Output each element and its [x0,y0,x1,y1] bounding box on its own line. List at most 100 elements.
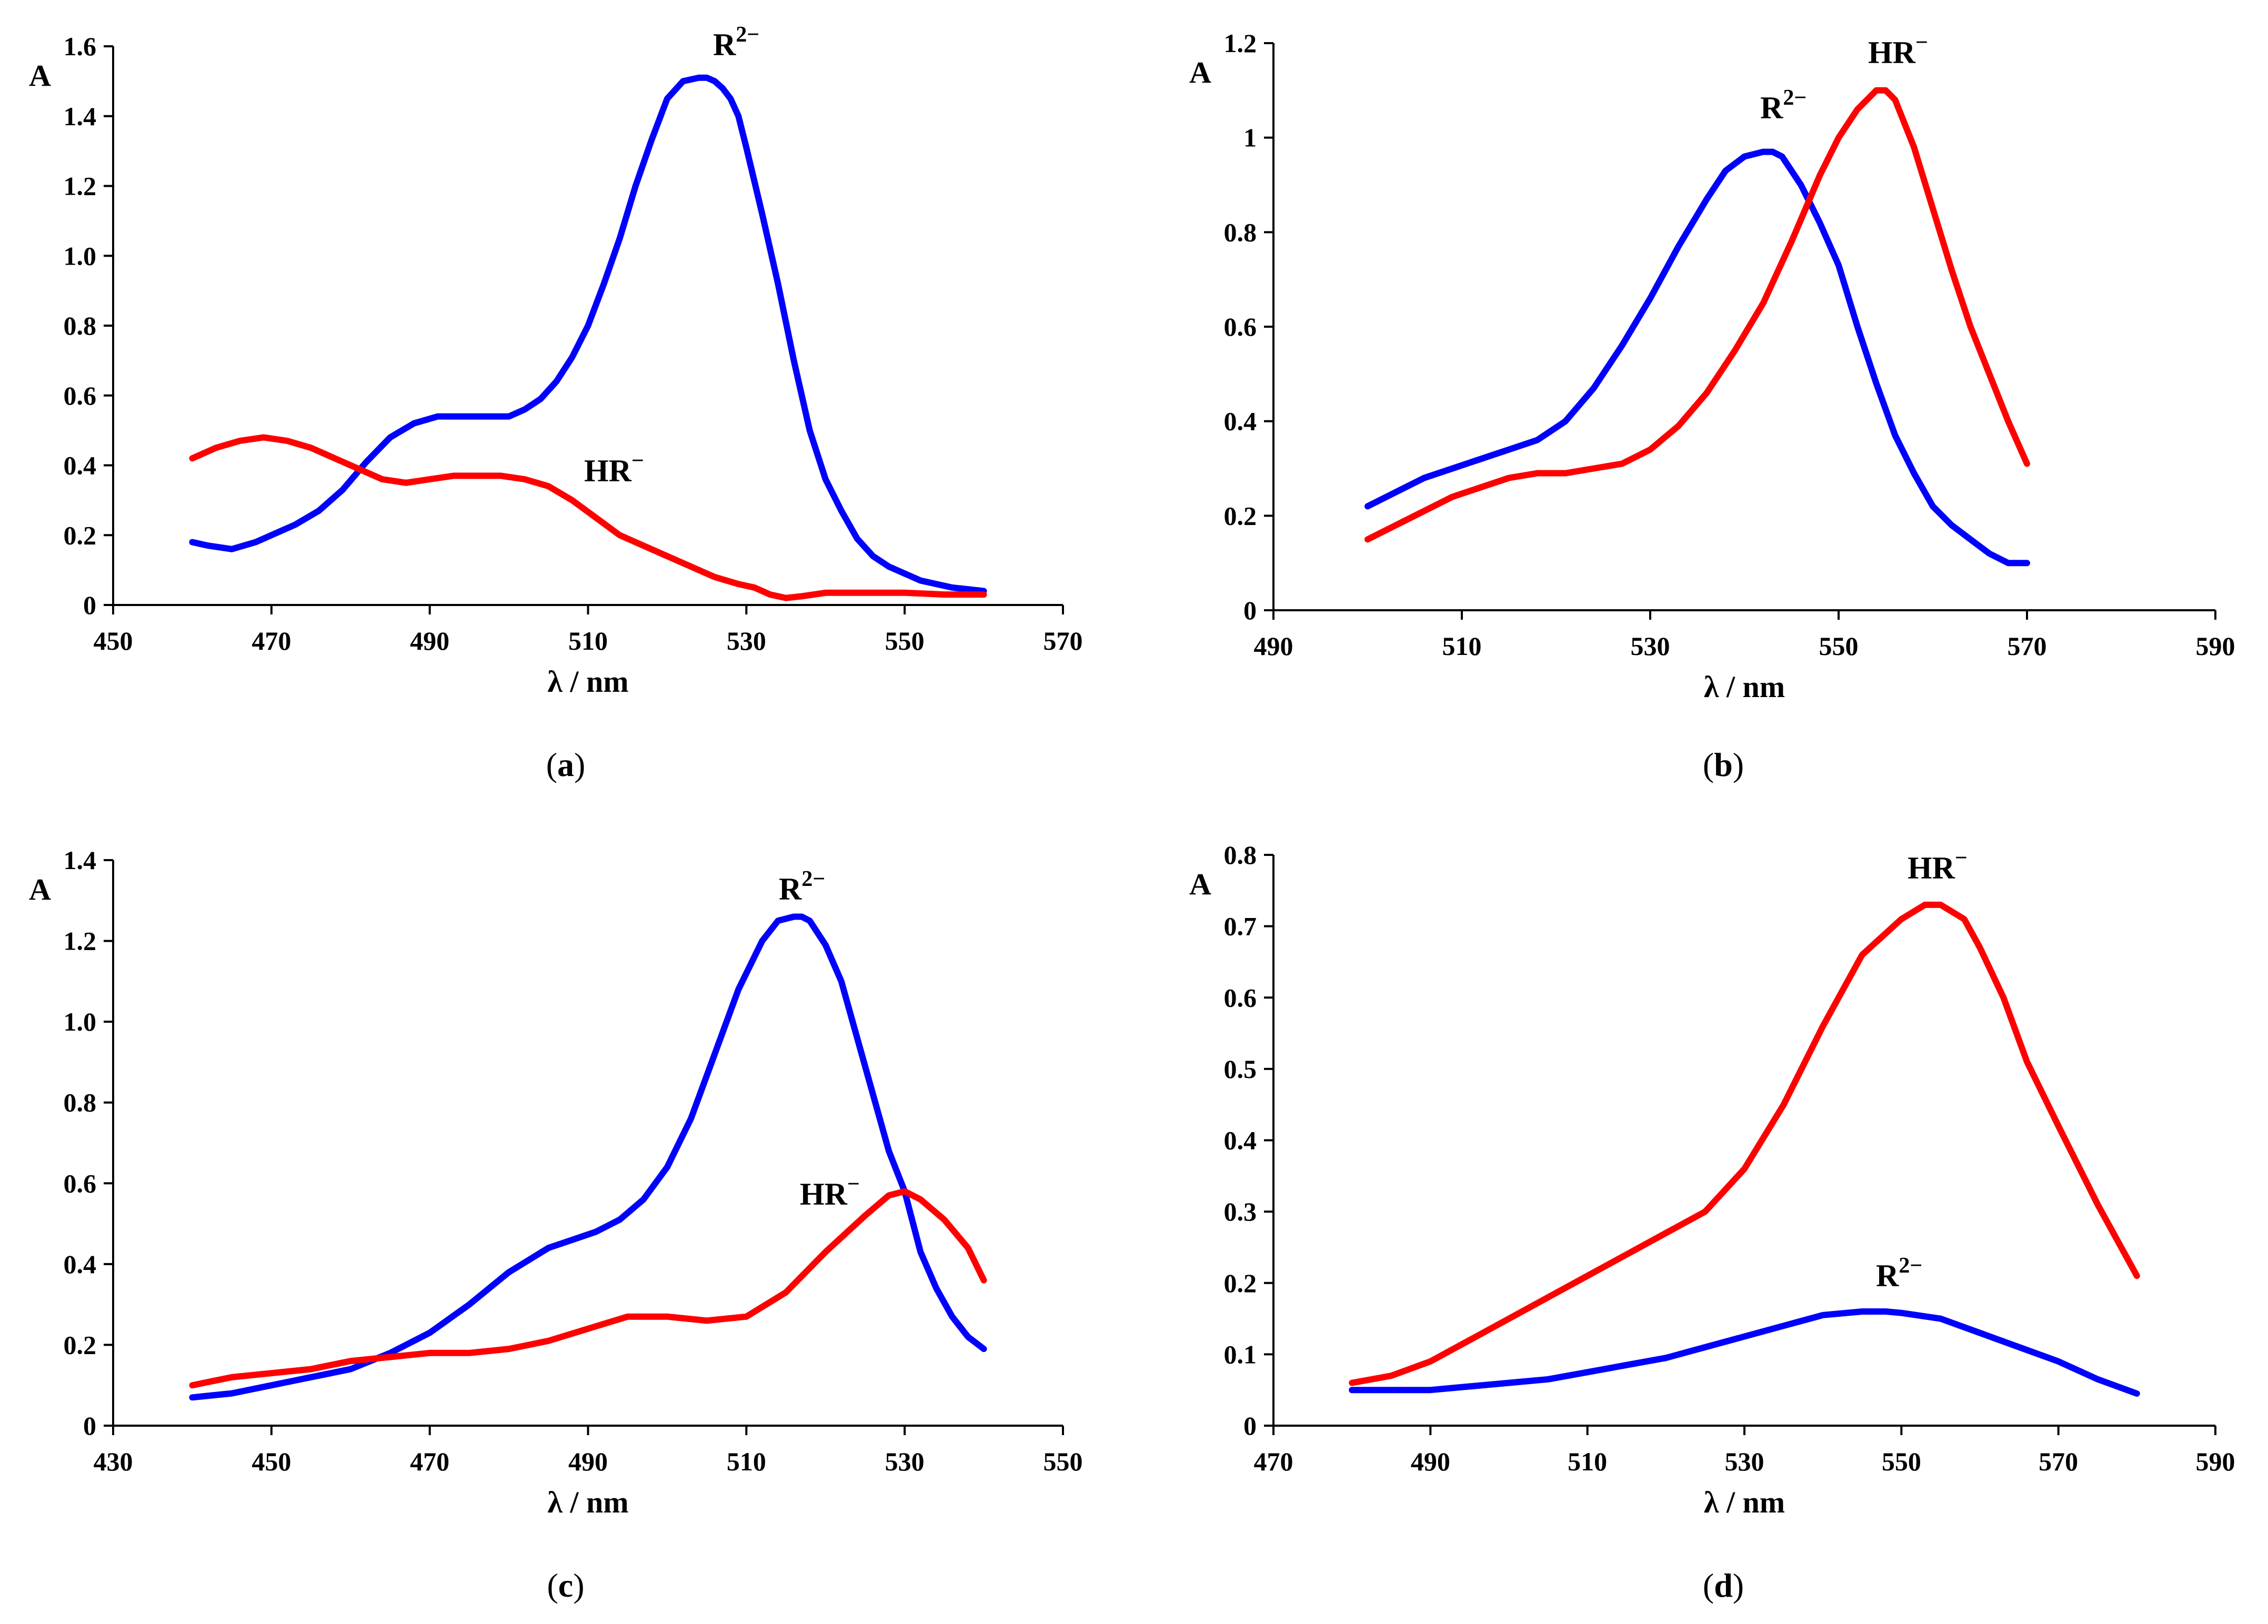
series-label-base: HR [584,453,632,488]
x-tick-label: 590 [2196,631,2235,661]
series-label-base: R [779,872,802,906]
y-tick-label: 0.6 [64,381,97,410]
y-tick-label: 0.2 [64,520,97,550]
panel-label-close: ) [573,1567,584,1604]
series-line-HR [189,1188,987,1389]
y-tick-label: 0 [1243,1411,1257,1440]
panel-label-open: ( [1703,746,1714,783]
x-tick-label: 450 [94,626,133,655]
series-label: R2− [779,867,825,906]
series-label-base: HR [1868,35,1916,70]
series-label-base: R [1760,90,1783,125]
y-axis-title: A [1189,55,1211,89]
series-label: R2− [713,23,759,62]
y-tick-label: 1.4 [64,845,97,875]
series-label-superscript: 2− [1783,86,1807,110]
x-tick-label: 450 [252,1447,291,1476]
y-tick-label: 0.8 [64,311,97,340]
panel-label-close: ) [1733,746,1744,783]
x-tick-label: 550 [885,626,925,655]
series-label: R2− [1760,86,1807,125]
x-tick-label: 510 [1568,1447,1607,1476]
series-line-HR [189,434,987,601]
y-tick-label: 0.1 [1224,1339,1257,1369]
x-tick-label: 490 [1254,631,1293,661]
series-label-superscript: 2− [1899,1254,1922,1278]
x-tick-label: 570 [2039,1447,2078,1476]
chart-panel-4: 0 0.1 0.2 0.3 0.4 0.5 0.6 0.7 0.8 470 490 510 530 550… [1189,840,2235,1604]
y-tick-label: 0.3 [1224,1197,1257,1226]
series-label-base: HR [800,1177,848,1212]
series-line-HR [1349,901,2140,1386]
y-tick-label: 0.8 [64,1088,97,1117]
x-tick-label: 510 [727,1447,766,1476]
x-tick-label: 530 [1725,1447,1764,1476]
panel-label-letter: a [557,746,574,783]
x-tick-label: 570 [1043,626,1083,655]
series-label-superscript: − [1915,31,1928,55]
panel-label: (d) [1703,1567,1744,1604]
x-tick-label: 550 [1043,1447,1083,1476]
panel-label-letter: b [1714,746,1733,783]
y-tick-label: 0.2 [1224,501,1257,530]
series-label: HR− [1908,846,1968,885]
x-axis-title: λ / nm [547,1485,628,1519]
y-tick-label: 0.8 [1224,840,1257,870]
panel-label-open: ( [1703,1567,1714,1604]
y-tick-label: 0.6 [64,1168,97,1198]
y-tick-label: 1.0 [64,1007,97,1036]
x-tick-label: 550 [1819,631,1859,661]
y-tick-label: 0 [1243,596,1257,625]
y-tick-label: 0.6 [1224,312,1257,341]
panel-label: (a) [546,746,586,783]
y-tick-label: 0.5 [1224,1054,1257,1084]
x-tick-label: 490 [1411,1447,1450,1476]
series-label-base: R [713,27,736,62]
y-tick-label: 0.6 [1224,983,1257,1012]
x-tick-label: 430 [94,1447,133,1476]
series-label-base: R [1876,1258,1899,1293]
x-tick-label: 490 [568,1447,608,1476]
x-axis-title: λ / nm [547,664,628,699]
panel-label-open: ( [546,746,557,783]
series-label-superscript: − [1955,846,1968,870]
y-tick-label: 0.4 [64,1249,97,1279]
y-tick-label: 1 [1243,123,1257,153]
x-tick-label: 510 [568,626,608,655]
y-tick-label: 1.4 [64,102,97,131]
y-tick-label: 1.0 [64,241,97,270]
y-tick-label: 1.6 [64,32,97,61]
panel-label: (b) [1703,746,1744,783]
y-tick-label: 0.2 [64,1330,97,1359]
series-line-HR [1364,87,2030,543]
x-tick-label: 470 [1254,1447,1293,1476]
y-tick-label: 0.8 [1224,217,1257,247]
y-tick-label: 0.4 [64,451,97,480]
panel-label-letter: d [1714,1567,1733,1604]
y-tick-label: 1.2 [64,172,97,201]
panel-label-close: ) [574,746,585,783]
series-label-superscript: − [847,1172,860,1196]
y-tick-label: 0 [83,1411,96,1440]
series-label: HR− [800,1172,860,1212]
y-tick-label: 1.2 [1224,28,1257,58]
series-label: HR− [584,449,644,488]
panel-label-close: ) [1733,1567,1744,1604]
y-tick-label: 0.4 [1224,407,1257,436]
y-tick-label: 0.4 [1224,1126,1257,1155]
y-tick-label: 0 [83,590,96,620]
x-tick-label: 530 [1631,631,1670,661]
series-label-superscript: 2− [801,867,825,891]
x-tick-label: 590 [2196,1447,2235,1476]
panel-label: (c) [547,1567,584,1604]
y-axis-title: A [1189,867,1211,901]
series-label-superscript: − [631,449,644,473]
x-tick-label: 510 [1442,631,1482,661]
chart-panel-2: 0 0.2 0.4 0.6 0.8 1 1.2 490 510 530 550 570 590 Aλ / … [1189,28,2235,783]
series-label-superscript: 2− [736,23,759,47]
series-line-R2 [1364,148,2030,567]
x-tick-label: 470 [410,1447,449,1476]
series-label: R2− [1876,1254,1922,1293]
y-axis-title: A [29,58,51,93]
